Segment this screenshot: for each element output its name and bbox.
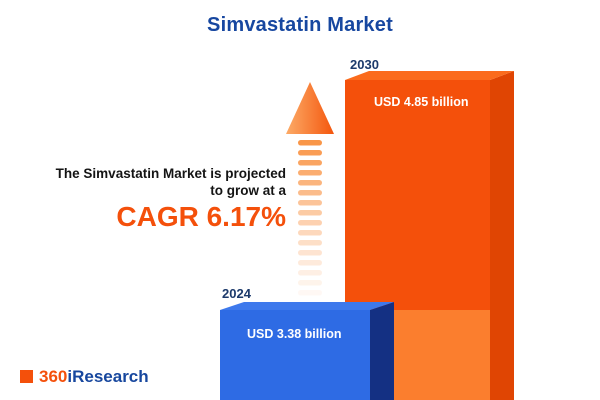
logo-prefix: 360 (39, 367, 68, 386)
description-line-2: to grow at a (210, 182, 286, 198)
bar-2030-top (345, 71, 514, 80)
logo: 360iResearch (20, 368, 149, 385)
bar-2030-side (490, 71, 514, 400)
bar-2024-top (220, 302, 394, 310)
bar-2024 (220, 302, 394, 400)
growth-arrow-icon (286, 82, 334, 296)
value-label-2024: USD 3.38 billion (247, 327, 342, 341)
description-text: The Simvastatin Market is projected to g… (10, 166, 286, 200)
logo-mark-icon (20, 370, 33, 383)
cagr-text: CAGR 6.17% (116, 201, 286, 232)
description-line-1: The Simvastatin Market is projected (55, 166, 286, 181)
logo-suffix: iResearch (67, 367, 149, 386)
bar-2024-front (220, 310, 370, 400)
page-title: Simvastatin Market (207, 14, 393, 36)
year-label-2030: 2030 (350, 57, 379, 72)
value-label-2030: USD 4.85 billion (374, 95, 469, 109)
year-label-2024: 2024 (222, 286, 251, 301)
logo-text: 360iResearch (39, 368, 149, 385)
bar-2024-side (370, 302, 394, 400)
